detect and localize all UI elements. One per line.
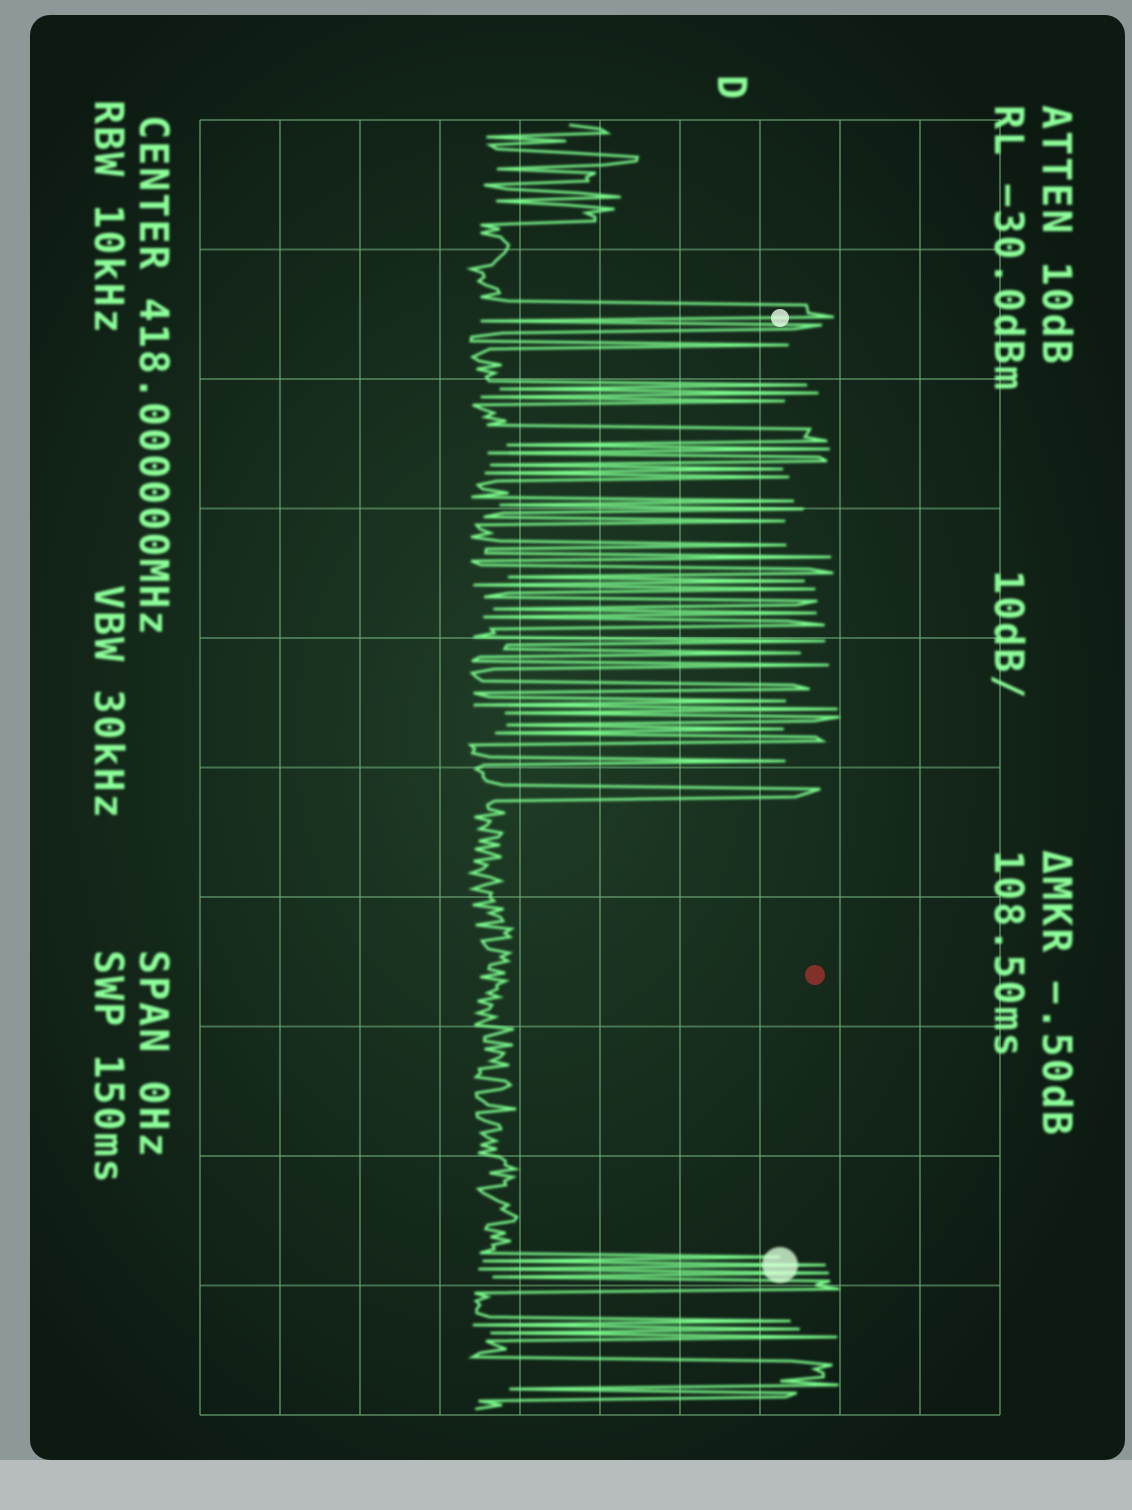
marker-glow [762,1247,798,1283]
marker-dot [771,309,789,327]
center: CENTER 418.000000MHz [130,115,176,637]
trace-line [466,123,840,1411]
span: SPAN 0Hz [130,950,176,1159]
ref-level: RL −30.0dBm [985,105,1031,392]
trace [466,123,840,1411]
sweep: SWP 150ms [85,950,131,1185]
atten: ATTEN 10dB [1033,105,1079,366]
keys [0,1460,1132,1510]
marker-delta: ΔMKR −.50dB [1033,850,1079,1137]
scale: 10dB/ [985,570,1031,700]
marker-time: 108.50ms [985,850,1031,1059]
annotations: ATTEN 10dB RL −30.0dBm 10dB/ ΔMKR −.50dB… [85,75,1079,1185]
screen [30,15,1125,1460]
rbw: RBW 10kHz [85,100,131,335]
vbw: VBW 30kHz [85,585,131,820]
reflection [805,965,825,985]
trace-label: D [708,75,754,101]
